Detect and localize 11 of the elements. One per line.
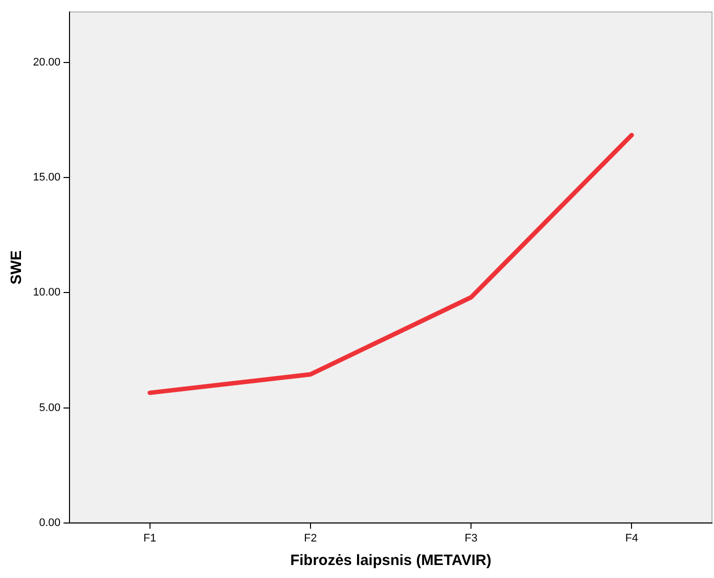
y-tick-label: 10.00 [32, 286, 61, 299]
x-tick-label: F3 [464, 532, 478, 544]
x-tick-label: F1 [143, 532, 156, 544]
x-tick-label: F2 [304, 532, 317, 544]
y-axis-title: SWE [8, 250, 26, 284]
y-tick-label: 5.00 [39, 402, 61, 414]
y-tick-label: 20.00 [32, 56, 61, 69]
y-tick-label: 0.00 [39, 516, 61, 529]
x-axis-title: Fibrozės laipsnis (METAVIR) [290, 552, 492, 570]
x-tick-label: F4 [625, 532, 638, 544]
y-tick-label: 15.00 [32, 172, 61, 184]
